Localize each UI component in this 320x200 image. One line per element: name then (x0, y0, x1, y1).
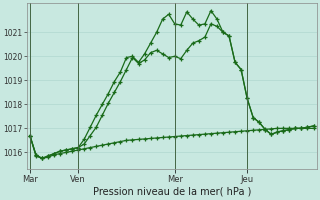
X-axis label: Pression niveau de la mer( hPa ): Pression niveau de la mer( hPa ) (92, 187, 251, 197)
